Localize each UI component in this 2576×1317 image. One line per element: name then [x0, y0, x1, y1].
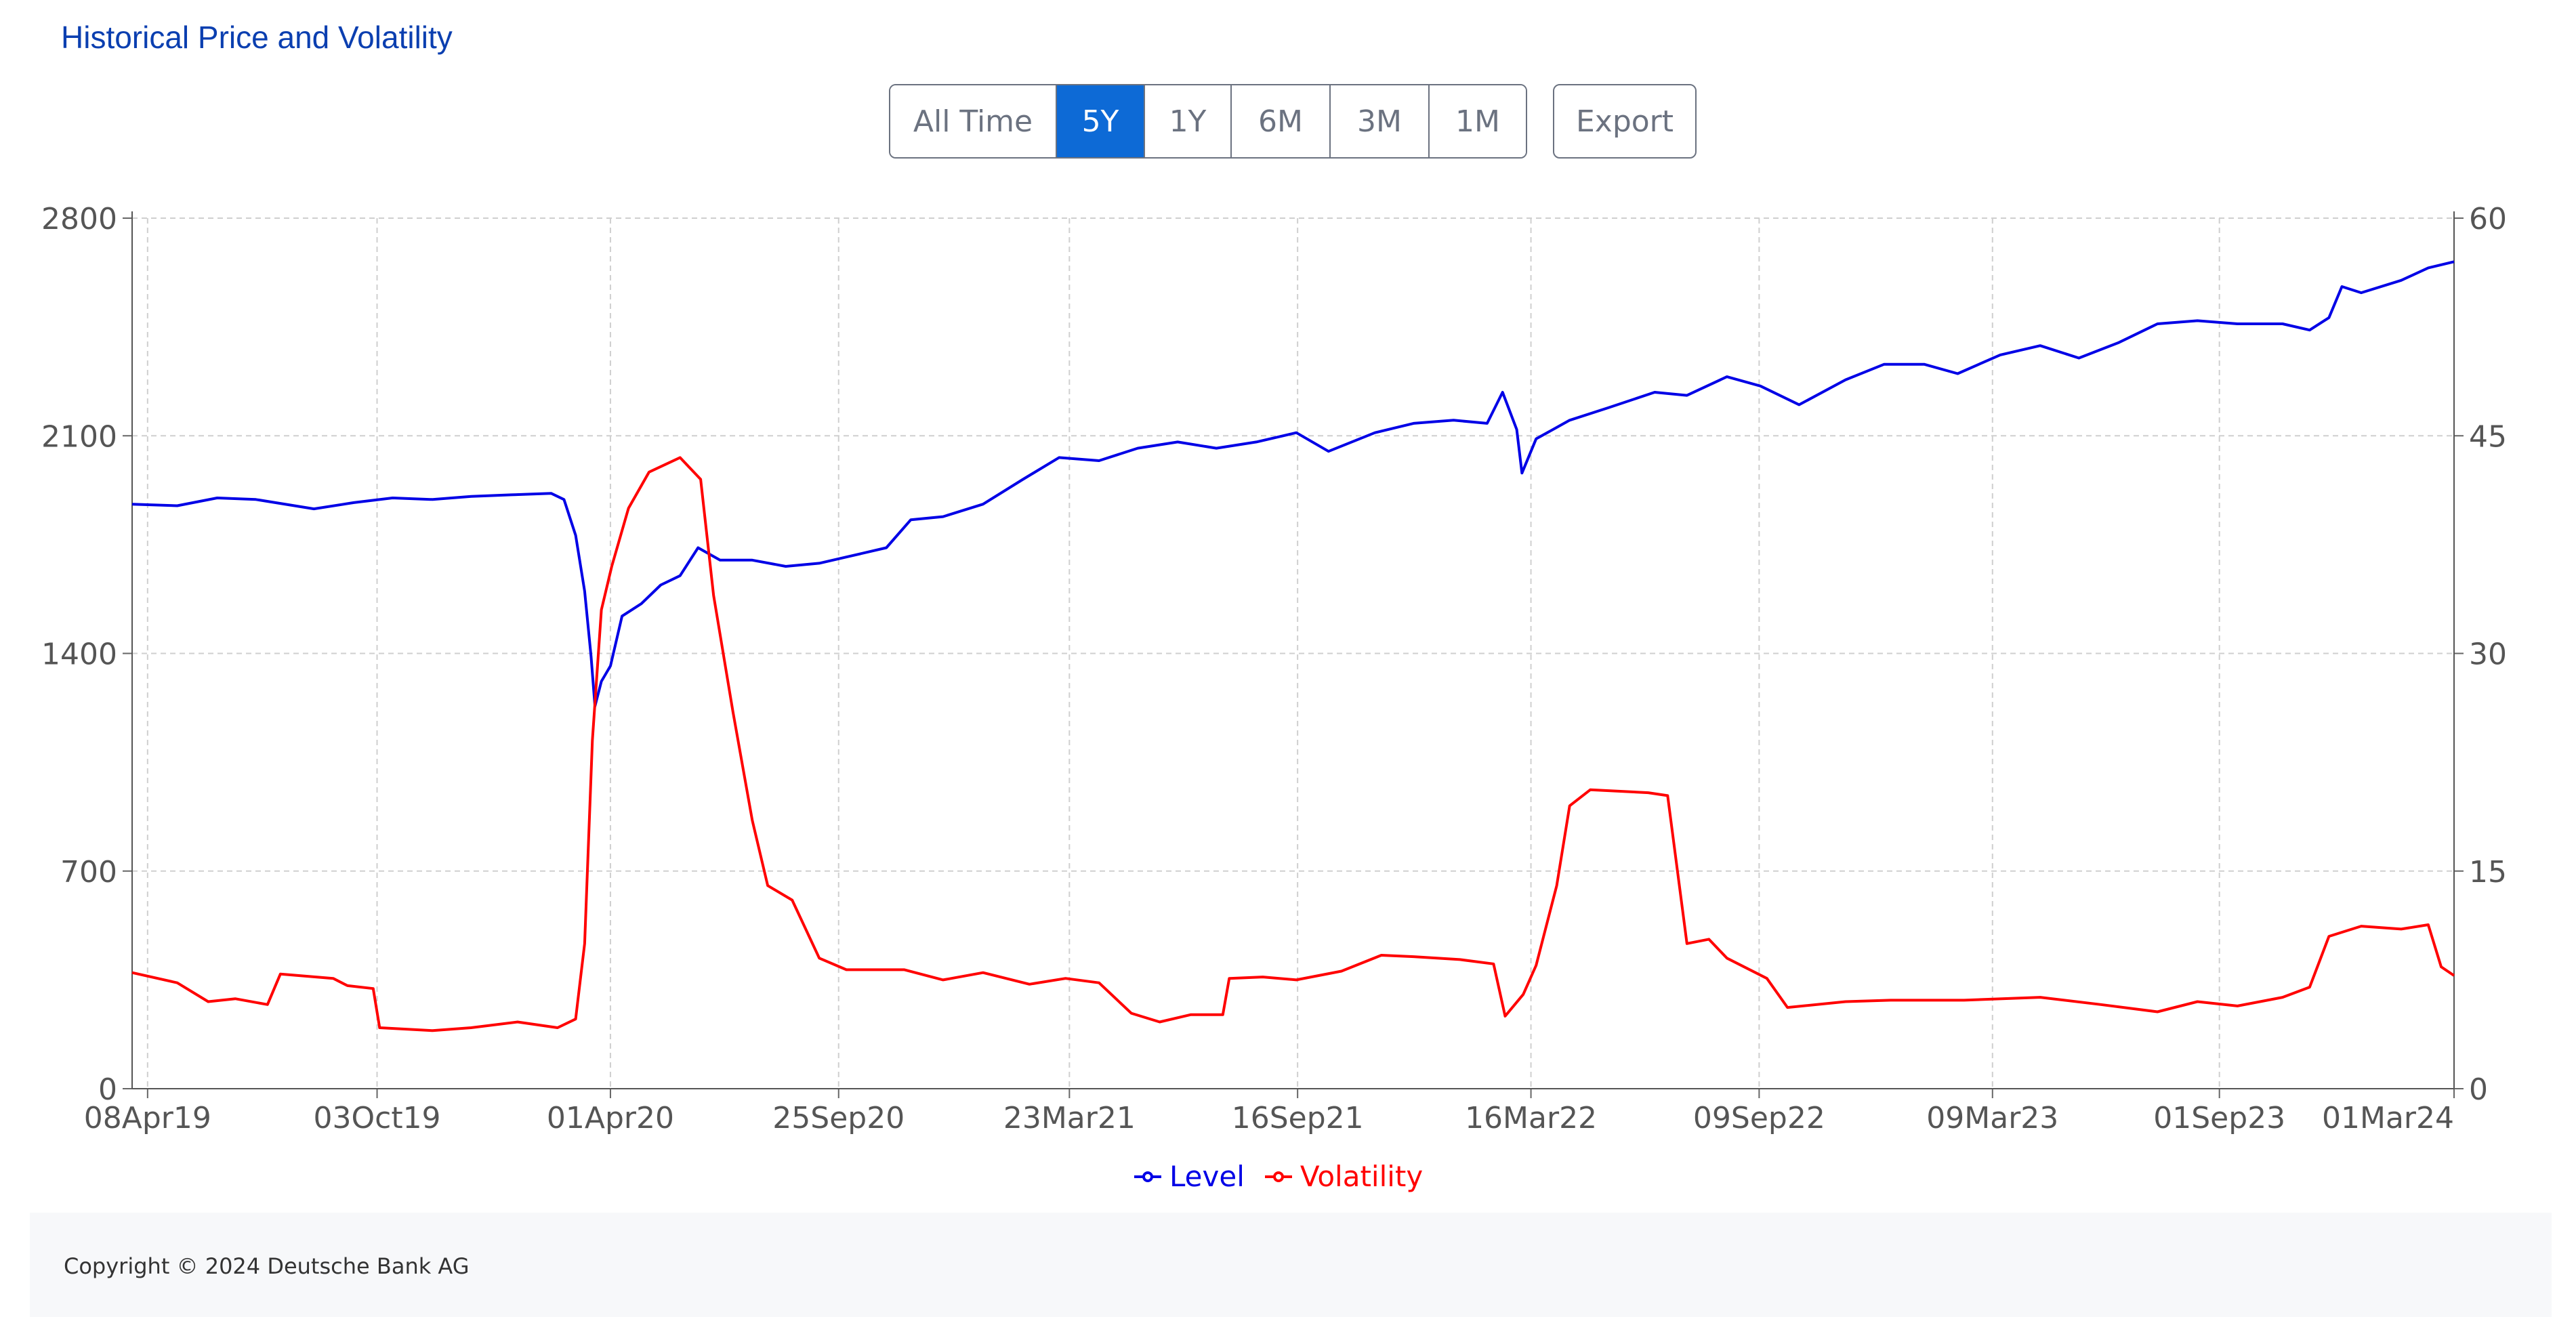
legend-item-volatility[interactable]: Volatility [1264, 1160, 1423, 1193]
range-button-1y[interactable]: 1Y [1145, 85, 1232, 157]
legend-marker-level-icon [1134, 1171, 1161, 1182]
chart-title: Historical Price and Volatility [61, 20, 453, 55]
x-tick-label: 23Mar21 [1003, 1101, 1136, 1135]
legend-marker-volatility-icon [1264, 1171, 1292, 1182]
footer: Copyright © 2024 Deutsche Bank AG [30, 1213, 2552, 1317]
export-button[interactable]: Export [1553, 84, 1697, 159]
copyright-text: Copyright © 2024 Deutsche Bank AG [64, 1253, 470, 1279]
y-right-tick-label: 0 [2469, 1072, 2488, 1107]
y-left-tick-label: 700 [60, 855, 117, 890]
x-tick-label: 08Apr19 [84, 1101, 211, 1135]
range-selector: All Time 5Y 1Y 6M 3M 1M [889, 84, 1527, 159]
range-button-1m[interactable]: 1M [1430, 85, 1526, 157]
y-right-tick-label: 30 [2469, 637, 2507, 672]
x-tick-label: 01Mar24 [2322, 1101, 2454, 1135]
y-right-tick-label: 60 [2469, 202, 2507, 236]
y-right-tick-label: 15 [2469, 855, 2507, 890]
x-tick-label: 25Sep20 [772, 1101, 905, 1135]
series-line-level [131, 260, 2455, 708]
legend-item-level[interactable]: Level [1133, 1160, 1245, 1193]
range-button-3m[interactable]: 3M [1331, 85, 1430, 157]
price-volatility-chart: 0 700 1400 2100 2800 0 15 30 45 60 08Apr19 03Oct19 0… [41, 202, 2507, 1135]
x-tick-label: 16Sep21 [1232, 1101, 1364, 1135]
x-tick-label: 16Mar22 [1465, 1101, 1597, 1135]
y-right-tick-label: 45 [2469, 419, 2507, 454]
x-tick-label: 01Sep23 [2153, 1101, 2285, 1135]
legend-label-volatility: Volatility [1300, 1160, 1424, 1193]
x-tick-label: 03Oct19 [314, 1101, 441, 1135]
x-tick-label: 09Sep22 [1693, 1101, 1825, 1135]
range-button-6m[interactable]: 6M [1232, 85, 1331, 157]
range-button-5y[interactable]: 5Y [1057, 85, 1145, 157]
chart-legend: Level Volatility [1133, 1160, 1423, 1193]
x-tick-label: 09Mar23 [1926, 1101, 2058, 1135]
y-left-tick-label: 2800 [41, 202, 117, 236]
y-left-tick-label: 0 [98, 1072, 117, 1107]
range-button-all-time[interactable]: All Time [890, 85, 1057, 157]
y-left-tick-label: 1400 [41, 637, 117, 672]
y-left-tick-label: 2100 [41, 419, 117, 454]
x-tick-label: 01Apr20 [547, 1101, 674, 1135]
series-line-volatility [131, 456, 2455, 1032]
legend-label-level: Level [1169, 1160, 1245, 1193]
